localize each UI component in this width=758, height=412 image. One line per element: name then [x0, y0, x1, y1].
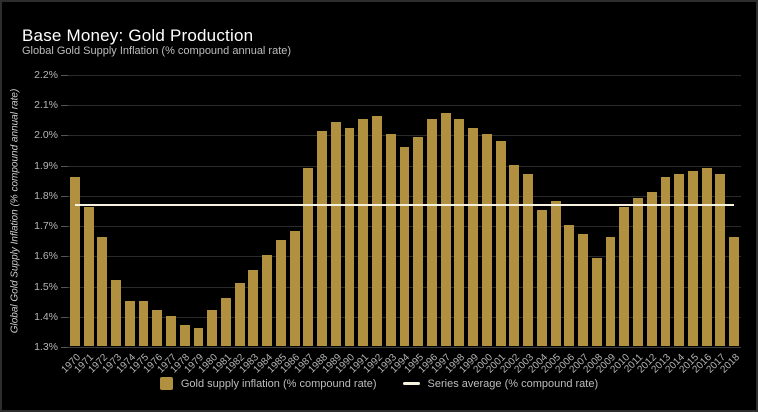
bar-1973[interactable] — [111, 279, 121, 346]
bar-2008[interactable] — [591, 258, 602, 346]
bar-1971[interactable] — [83, 206, 94, 346]
y-tick-label: 1.7% — [34, 220, 58, 233]
legend-label-gold-supply: Gold supply inflation (% compound rate) — [180, 377, 377, 390]
y-tick-mark — [61, 226, 68, 228]
y-tick-label: 2.0% — [34, 129, 58, 142]
bar-2011[interactable] — [633, 197, 643, 346]
legend: Gold supply inflation (% compound rate) … — [0, 377, 758, 390]
bar-2001[interactable] — [495, 140, 506, 346]
y-tick-label: 1.6% — [34, 250, 58, 263]
bar-1989[interactable] — [330, 122, 341, 346]
bar-2009[interactable] — [605, 237, 616, 346]
legend-item-gold-supply[interactable]: Gold supply inflation (% compound rate) — [159, 377, 377, 390]
bar-2007[interactable] — [578, 234, 588, 346]
bar-1992[interactable] — [372, 116, 382, 346]
bar-2012[interactable] — [646, 191, 657, 346]
y-tick-mark — [61, 286, 68, 288]
bar-1977[interactable] — [166, 315, 176, 346]
y-tick-label: 1.5% — [34, 280, 58, 293]
bar-1972[interactable] — [97, 237, 108, 346]
bar-1975[interactable] — [138, 300, 149, 346]
bar-1991[interactable] — [358, 119, 369, 346]
y-tick-mark — [61, 256, 68, 258]
bar-2002[interactable] — [509, 164, 520, 346]
bar-1988[interactable] — [317, 131, 328, 346]
average-line-swatch-icon — [402, 382, 420, 385]
y-tick-mark — [61, 75, 68, 76]
bar-1982[interactable] — [234, 282, 245, 346]
bar-2018[interactable] — [729, 237, 740, 346]
chart-title: Base Money: Gold Production — [22, 26, 254, 46]
y-tick-mark — [61, 105, 68, 107]
y-tick-label: 1.3% — [34, 341, 58, 353]
bar-1995[interactable] — [413, 137, 424, 346]
bar-1978[interactable] — [179, 324, 190, 346]
plot-area: 1970 1971 1972 1973 1974 1975 1976 1977 1978 1979… — [59, 75, 742, 376]
legend-label-series-average: Series average (% compound rate) — [427, 377, 599, 390]
series-average-line — [74, 203, 735, 206]
y-tick-mark — [61, 165, 68, 167]
bar-2006[interactable] — [564, 225, 575, 346]
y-tick-label: 1.8% — [34, 189, 58, 202]
y-axis-title: Global Gold Supply Inflation (% compound… — [9, 88, 21, 334]
bar-1983[interactable] — [248, 270, 259, 346]
bar-2010[interactable] — [619, 206, 630, 346]
bar-1979[interactable] — [193, 327, 204, 346]
bar-1984[interactable] — [262, 255, 273, 346]
bar-1976[interactable] — [152, 309, 163, 346]
bar-1987[interactable] — [303, 167, 314, 346]
bar-1986[interactable] — [289, 231, 300, 346]
gold-bar-swatch-icon — [159, 377, 173, 390]
bar-2004[interactable] — [536, 210, 547, 346]
bar-1993[interactable] — [385, 134, 396, 346]
bar-1985[interactable] — [275, 240, 286, 346]
bar-2014[interactable] — [674, 173, 685, 346]
y-tick-label: 1.4% — [34, 310, 58, 323]
bar-2005[interactable] — [550, 200, 561, 346]
bar-2000[interactable] — [481, 134, 492, 346]
y-tick-label: 2.1% — [34, 99, 58, 112]
y-tick-mark — [61, 135, 68, 137]
bar-1994[interactable] — [399, 146, 410, 346]
bar-1974[interactable] — [124, 300, 135, 346]
bar-2003[interactable] — [523, 173, 534, 346]
bar-1998[interactable] — [454, 119, 465, 346]
gridline — [68, 105, 741, 107]
bar-2017[interactable] — [715, 173, 726, 346]
y-tick-mark — [61, 195, 68, 197]
y-tick-label: 2.2% — [34, 69, 58, 81]
gridline — [68, 135, 741, 137]
y-tick-mark — [61, 316, 68, 318]
bar-2016[interactable] — [701, 167, 712, 346]
gridline — [68, 347, 741, 348]
bar-1990[interactable] — [344, 128, 355, 346]
bar-1999[interactable] — [468, 128, 479, 346]
chart-subtitle: Global Gold Supply Inflation (% compound… — [22, 45, 292, 57]
y-tick-mark — [61, 347, 68, 348]
bar-2013[interactable] — [660, 176, 671, 346]
bar-1996[interactable] — [427, 119, 437, 346]
bar-2015[interactable] — [687, 170, 698, 346]
legend-item-series-average[interactable]: Series average (% compound rate) — [402, 377, 599, 390]
bar-1980[interactable] — [207, 309, 218, 346]
bar-1981[interactable] — [221, 297, 231, 346]
bar-1970[interactable] — [69, 176, 80, 346]
y-tick-label: 1.9% — [34, 159, 58, 172]
gridline — [68, 75, 741, 76]
bar-1997[interactable] — [440, 113, 451, 346]
